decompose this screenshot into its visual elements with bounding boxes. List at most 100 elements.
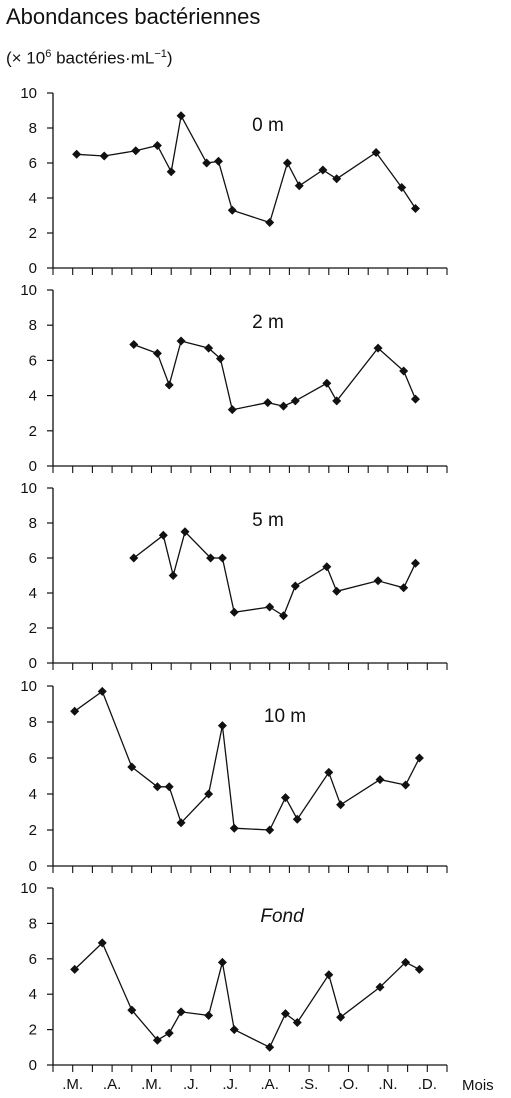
data-point [336, 800, 346, 810]
data-point [99, 151, 109, 161]
data-point [414, 753, 424, 763]
y-tick-label: 0 [29, 858, 37, 875]
data-point [397, 183, 407, 192]
panel-label: 5 m [252, 510, 284, 531]
data-point [206, 553, 216, 563]
panel-label: 2 m [252, 312, 284, 333]
x-month-label: .S. [300, 1076, 318, 1093]
data-point [217, 721, 227, 731]
y-tick-label: 10 [20, 480, 37, 497]
y-tick-label: 8 [29, 915, 37, 932]
data-point [70, 706, 80, 716]
y-tick-label: 6 [29, 352, 37, 369]
data-point [265, 218, 275, 227]
data-point [131, 146, 141, 156]
panel-5-m: 0 2 4 6 8 10 5 m [20, 480, 448, 672]
data-point [127, 762, 137, 772]
data-point [168, 571, 178, 580]
units-exponent: 6 [45, 48, 52, 60]
y-tick-label: 10 [20, 880, 37, 897]
data-point [227, 205, 237, 215]
data-point [127, 1005, 137, 1015]
y-tick-label: 0 [29, 1057, 37, 1074]
data-point [401, 780, 411, 790]
x-month-label: .M. [62, 1076, 83, 1093]
data-point [410, 558, 420, 568]
data-point [202, 158, 212, 168]
data-point [97, 938, 107, 948]
data-point [204, 343, 214, 353]
y-tick-label: 4 [29, 986, 37, 1003]
units-suffix: ) [166, 48, 173, 68]
data-point [332, 586, 342, 596]
data-point [97, 686, 107, 696]
y-tick-label: 8 [29, 317, 37, 334]
data-point [176, 818, 186, 828]
x-month-label: .J. [222, 1076, 238, 1093]
y-tick-label: 6 [29, 155, 37, 172]
data-point [265, 602, 275, 612]
data-point [410, 394, 420, 404]
data-point [217, 957, 227, 967]
y-tick-label: 0 [29, 655, 37, 672]
units-exponent-2: −1 [154, 48, 167, 60]
y-tick-label: 10 [20, 85, 37, 102]
y-tick-label: 6 [29, 550, 37, 567]
data-point [204, 789, 214, 799]
y-tick-label: 4 [29, 388, 37, 405]
data-point [164, 1028, 174, 1038]
data-point [318, 165, 328, 175]
series-line [76, 113, 417, 224]
data-point [129, 340, 139, 350]
y-tick-label: 6 [29, 750, 37, 767]
data-point [263, 398, 273, 408]
data-point [265, 1042, 275, 1052]
series-line [74, 690, 420, 831]
data-point [290, 581, 300, 591]
data-point [322, 562, 332, 572]
x-month-label: .A. [261, 1076, 279, 1093]
panel-10-m: 0 2 4 6 8 10 10 m [20, 678, 448, 875]
x-month-label: .O. [338, 1076, 358, 1093]
data-point [375, 775, 385, 785]
data-point [213, 156, 223, 166]
data-point [292, 814, 302, 824]
y-tick-label: 0 [29, 260, 37, 277]
y-tick-label: 2 [29, 225, 37, 242]
data-point [129, 553, 139, 563]
y-tick-label: 4 [29, 585, 37, 602]
data-point [158, 530, 168, 540]
data-point [401, 957, 411, 967]
y-tick-label: 2 [29, 423, 37, 440]
data-point [278, 401, 288, 411]
data-point [399, 366, 409, 376]
data-point [336, 1012, 346, 1022]
data-point [176, 336, 186, 346]
x-month-label: .A. [103, 1076, 121, 1093]
y-tick-label: 2 [29, 620, 37, 637]
data-point [215, 354, 225, 364]
data-point [166, 167, 176, 177]
x-month-label: .N. [378, 1076, 397, 1093]
data-point [292, 1018, 302, 1028]
data-point [324, 970, 334, 980]
y-tick-label: 8 [29, 120, 37, 137]
data-point [152, 1035, 162, 1045]
data-point [410, 204, 420, 213]
data-point [152, 348, 162, 358]
data-point [399, 583, 409, 593]
x-axis-title: Mois [462, 1077, 494, 1094]
series-line [133, 530, 417, 617]
y-tick-label: 4 [29, 786, 37, 803]
data-point [152, 782, 162, 792]
data-point [414, 964, 424, 974]
data-point [176, 1007, 186, 1017]
data-point [229, 1025, 239, 1035]
chart-title: Abondances bactériennes [6, 4, 261, 29]
data-point [332, 396, 342, 406]
data-point [322, 378, 332, 388]
data-point [180, 527, 190, 537]
y-tick-label: 10 [20, 282, 37, 299]
data-point [72, 149, 82, 159]
